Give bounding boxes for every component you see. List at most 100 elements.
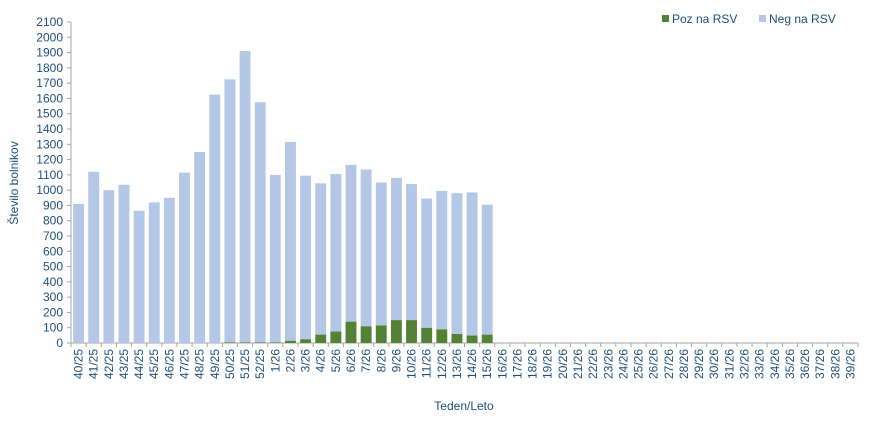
bar-neg-rsv xyxy=(269,174,281,343)
bar-neg-rsv xyxy=(436,190,448,330)
x-tick-label: 29/26 xyxy=(692,349,706,379)
bar-neg-rsv xyxy=(345,164,357,322)
bar-neg-rsv xyxy=(390,177,402,321)
bar-neg-rsv xyxy=(421,198,433,328)
bar-poz-rsv xyxy=(345,321,357,343)
bar-neg-rsv xyxy=(239,51,251,343)
y-tick-label: 1100 xyxy=(37,168,63,182)
legend: Poz na RSV Neg na RSV xyxy=(662,12,836,26)
x-tick-label: 10/26 xyxy=(405,349,419,379)
y-tick-label: 1500 xyxy=(36,107,63,121)
y-tick-label: 1600 xyxy=(36,91,63,105)
bar-poz-rsv xyxy=(390,320,402,343)
x-tick-label: 45/25 xyxy=(147,349,161,379)
bar-poz-rsv xyxy=(406,320,417,343)
x-tick-label: 2/26 xyxy=(283,349,297,373)
bar-neg-rsv xyxy=(285,141,296,341)
x-tick-label: 51/25 xyxy=(238,349,252,379)
x-tick-label: 43/25 xyxy=(117,349,131,379)
bar-poz-rsv xyxy=(315,334,327,343)
x-tick-label: 31/26 xyxy=(722,349,736,379)
bar-poz-rsv xyxy=(224,342,236,343)
x-tick-label: 13/26 xyxy=(450,349,464,379)
x-tick-label: 16/26 xyxy=(495,349,509,379)
bar-neg-rsv xyxy=(360,169,372,327)
x-tick-label: 24/26 xyxy=(616,349,630,379)
bar-neg-rsv xyxy=(254,102,266,343)
x-tick-label: 18/26 xyxy=(526,349,540,379)
x-tick-label: 30/26 xyxy=(707,349,721,379)
x-tick-label: 6/26 xyxy=(344,349,358,373)
y-tick-label: 300 xyxy=(43,290,63,304)
x-tick-label: 50/25 xyxy=(223,349,237,379)
bar-neg-rsv xyxy=(466,192,478,336)
y-tick-label: 500 xyxy=(43,260,63,274)
bar-neg-rsv xyxy=(406,184,417,321)
bar-neg-rsv xyxy=(103,190,115,343)
bar-poz-rsv xyxy=(254,342,266,343)
y-tick-label: 100 xyxy=(43,321,63,335)
y-tick-label: 1700 xyxy=(36,76,63,90)
legend-swatch-neg xyxy=(759,15,766,22)
y-tick-label: 0 xyxy=(56,336,63,350)
x-tick-label: 48/25 xyxy=(193,349,207,379)
x-tick-label: 28/26 xyxy=(677,349,691,379)
bar-poz-rsv xyxy=(360,326,372,343)
x-tick-label: 20/26 xyxy=(556,349,570,379)
x-tick-label: 23/26 xyxy=(601,349,615,379)
x-tick-label: 39/26 xyxy=(843,349,857,379)
y-tick-label: 800 xyxy=(43,214,63,228)
x-tick-label: 25/26 xyxy=(632,349,646,379)
x-tick-label: 1/26 xyxy=(268,349,282,373)
x-tick-label: 27/26 xyxy=(662,349,676,379)
x-tick-label: 49/25 xyxy=(208,349,222,379)
x-tick-label: 4/26 xyxy=(314,349,328,373)
bar-neg-rsv xyxy=(375,182,387,326)
x-tick-label: 40/25 xyxy=(72,349,86,379)
x-tick-label: 46/25 xyxy=(162,349,176,379)
x-tick-label: 33/26 xyxy=(753,349,767,379)
bar-neg-rsv xyxy=(209,94,221,343)
x-axis-label: Teden/Leto xyxy=(434,399,494,413)
x-tick-label: 19/26 xyxy=(541,349,555,379)
y-tick-label: 1900 xyxy=(36,46,63,60)
y-tick-label: 1200 xyxy=(36,153,63,167)
x-tick-label: 9/26 xyxy=(389,349,403,373)
bar-poz-rsv xyxy=(375,325,387,343)
y-tick-label: 1000 xyxy=(36,183,63,197)
bar-neg-rsv xyxy=(315,183,327,335)
y-tick-label: 600 xyxy=(43,244,63,258)
bar-neg-rsv xyxy=(163,197,175,343)
x-tick-label: 3/26 xyxy=(299,349,313,373)
x-tick-label: 8/26 xyxy=(374,349,388,373)
x-tick-label: 21/26 xyxy=(571,349,585,379)
bar-neg-rsv xyxy=(481,204,493,335)
legend-label-neg: Neg na RSV xyxy=(769,12,836,26)
bar-neg-rsv xyxy=(224,79,236,343)
x-tick-label: 52/25 xyxy=(253,349,267,379)
y-tick-label: 200 xyxy=(43,305,63,319)
bar-neg-rsv xyxy=(300,175,312,340)
bar-poz-rsv xyxy=(481,334,493,343)
y-tick-label: 1400 xyxy=(36,122,63,136)
bars xyxy=(73,51,493,343)
bar-neg-rsv xyxy=(194,151,206,343)
x-tick-label: 17/26 xyxy=(510,349,524,379)
y-tick-label: 2100 xyxy=(36,15,63,29)
y-tick-label: 2000 xyxy=(36,30,63,44)
bar-poz-rsv xyxy=(330,331,342,343)
bar-poz-rsv xyxy=(436,329,448,343)
bar-neg-rsv xyxy=(451,193,463,334)
bar-neg-rsv xyxy=(118,184,130,343)
bar-poz-rsv xyxy=(269,342,281,343)
bar-neg-rsv xyxy=(179,172,190,343)
x-tick-label: 37/26 xyxy=(813,349,827,379)
x-tick-label: 5/26 xyxy=(329,349,343,373)
bar-poz-rsv xyxy=(285,340,296,343)
x-tick-label: 47/25 xyxy=(178,349,192,379)
bar-neg-rsv xyxy=(148,202,160,343)
bar-poz-rsv xyxy=(466,335,478,343)
